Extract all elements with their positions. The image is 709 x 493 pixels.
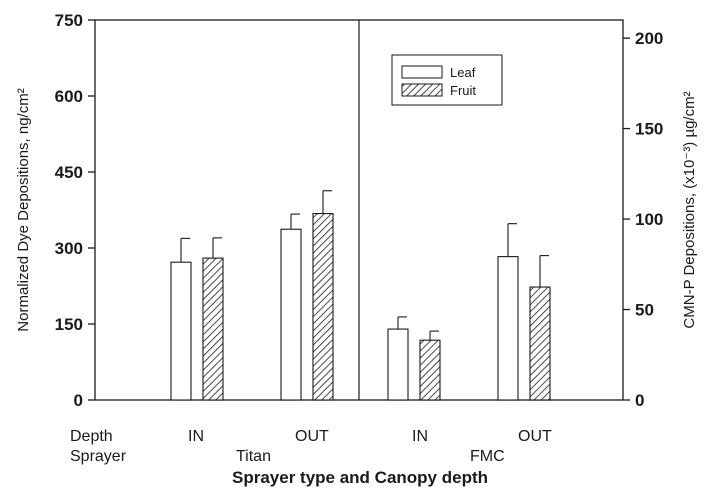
legend-label-leaf: Leaf — [450, 65, 476, 80]
legend-box — [391, 54, 503, 106]
bars — [170, 190, 551, 401]
row-label-sprayer: Sprayer — [70, 448, 127, 465]
legend-swatch-fruit — [401, 83, 443, 97]
y-axis: 0 150 300 450 600 750 — [55, 11, 95, 410]
y-axis-title: Normalized Dye Depositions, ng/cm² — [15, 88, 32, 331]
y-tick-label: 750 — [55, 11, 83, 30]
y2-tick-label: 150 — [635, 120, 663, 139]
row-label-depth: Depth — [70, 428, 113, 445]
bar-fruit — [529, 286, 551, 401]
y2-tick-label: 200 — [635, 29, 663, 48]
bar-leaf — [280, 228, 302, 401]
bar-fruit — [419, 339, 441, 401]
y2-axis: 0 50 100 150 200 — [623, 29, 663, 410]
sprayer-label-titan: Titan — [236, 448, 271, 465]
y-tick-label: 150 — [55, 315, 83, 334]
y2-tick-label: 0 — [635, 391, 644, 410]
bar-fruit — [202, 257, 224, 401]
y-tick-label: 0 — [74, 391, 83, 410]
x-label-fmc-out: OUT — [518, 428, 552, 445]
bar-fruit — [312, 212, 334, 401]
x-axis-title: Sprayer type and Canopy depth — [232, 468, 488, 487]
y-tick-label: 450 — [55, 163, 83, 182]
legend: Leaf Fruit — [391, 54, 503, 106]
y2-tick-label: 50 — [635, 301, 654, 320]
x-label-titan-out: OUT — [295, 428, 329, 445]
y-tick-label: 300 — [55, 239, 83, 258]
legend-label-fruit: Fruit — [450, 83, 476, 98]
y2-tick-label: 100 — [635, 210, 663, 229]
bar-leaf — [387, 328, 409, 401]
y2-axis-title: CMN-P Depositions, (x10⁻³) µg/cm² — [681, 91, 698, 328]
bar-leaf — [170, 261, 192, 401]
bar-leaf — [497, 256, 519, 401]
x-label-fmc-in: IN — [412, 428, 428, 445]
legend-swatch-leaf — [401, 65, 443, 79]
sprayer-label-fmc: FMC — [470, 448, 505, 465]
y-tick-label: 600 — [55, 87, 83, 106]
x-label-titan-in: IN — [188, 428, 204, 445]
